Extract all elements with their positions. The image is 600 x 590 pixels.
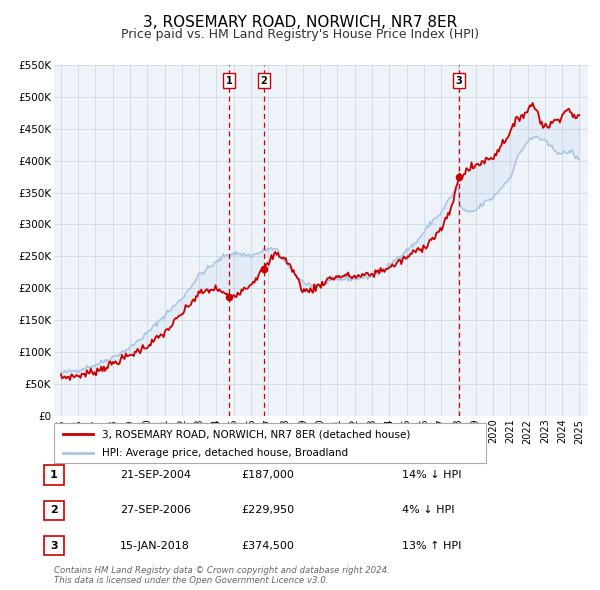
FancyBboxPatch shape	[44, 501, 64, 520]
Text: 27-SEP-2006: 27-SEP-2006	[120, 506, 191, 515]
Text: 2: 2	[50, 506, 58, 515]
Text: 3, ROSEMARY ROAD, NORWICH, NR7 8ER (detached house): 3, ROSEMARY ROAD, NORWICH, NR7 8ER (deta…	[101, 430, 410, 440]
Text: 13% ↑ HPI: 13% ↑ HPI	[402, 541, 461, 550]
Text: £229,950: £229,950	[241, 506, 294, 515]
Text: 4% ↓ HPI: 4% ↓ HPI	[402, 506, 455, 515]
Text: 3: 3	[50, 541, 58, 550]
Text: Price paid vs. HM Land Registry's House Price Index (HPI): Price paid vs. HM Land Registry's House …	[121, 28, 479, 41]
Text: £374,500: £374,500	[241, 541, 294, 550]
Text: 15-JAN-2018: 15-JAN-2018	[120, 541, 190, 550]
Text: Contains HM Land Registry data © Crown copyright and database right 2024.
This d: Contains HM Land Registry data © Crown c…	[54, 566, 390, 585]
Text: 3: 3	[456, 76, 463, 86]
Text: HPI: Average price, detached house, Broadland: HPI: Average price, detached house, Broa…	[101, 448, 347, 458]
Text: 2: 2	[260, 76, 267, 86]
FancyBboxPatch shape	[44, 536, 64, 555]
Text: 3, ROSEMARY ROAD, NORWICH, NR7 8ER: 3, ROSEMARY ROAD, NORWICH, NR7 8ER	[143, 15, 457, 30]
Text: 1: 1	[50, 470, 58, 480]
Text: 14% ↓ HPI: 14% ↓ HPI	[402, 470, 461, 480]
FancyBboxPatch shape	[54, 423, 486, 463]
Text: £187,000: £187,000	[241, 470, 294, 480]
FancyBboxPatch shape	[44, 466, 64, 484]
Text: 21-SEP-2004: 21-SEP-2004	[120, 470, 191, 480]
Text: 1: 1	[226, 76, 232, 86]
